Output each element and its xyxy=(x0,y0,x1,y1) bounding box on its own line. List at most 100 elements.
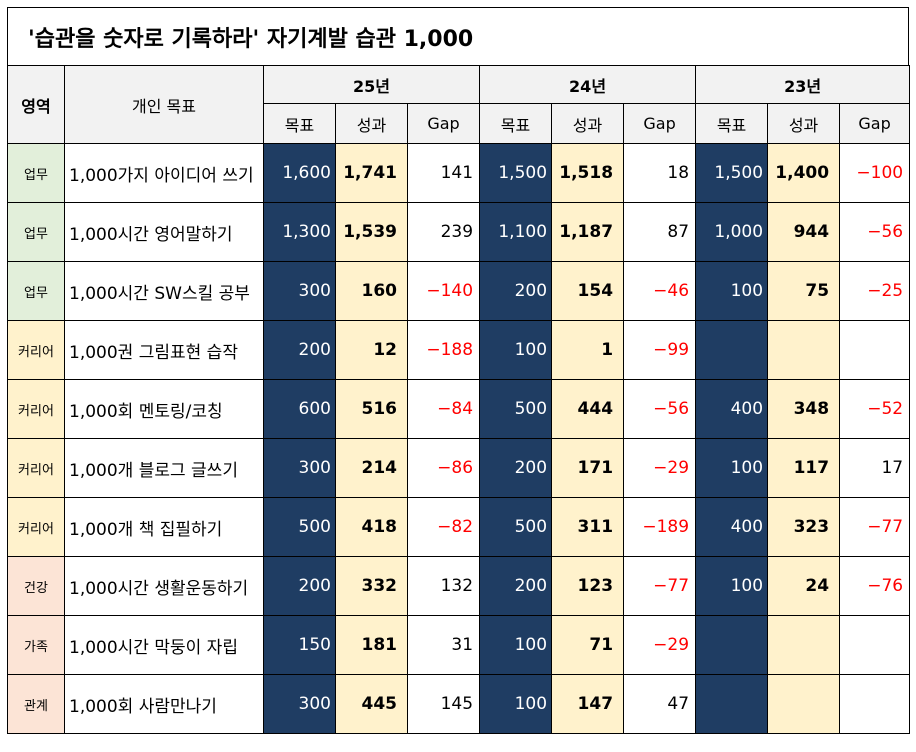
target-cell: 1,600 xyxy=(263,143,336,203)
result-cell: 332 xyxy=(335,556,408,616)
result-cell: 445 xyxy=(335,674,408,734)
target-cell: 100 xyxy=(695,556,769,616)
result-cell: 516 xyxy=(335,379,408,439)
result-cell: 444 xyxy=(551,379,625,439)
target-cell: 100 xyxy=(479,674,553,734)
target-cell: 500 xyxy=(479,379,553,439)
subheader-result: 성과 xyxy=(767,103,841,144)
goal-cell: 1,000시간 막둥이 자립 xyxy=(64,615,264,675)
table-row: 커리어 1,000개 책 집필하기 500 418 −82 500 311 −189 400 32… xyxy=(7,497,911,557)
target-cell xyxy=(695,615,769,675)
target-cell: 1,100 xyxy=(479,202,553,262)
target-cell: 100 xyxy=(695,438,769,498)
area-cell: 커리어 xyxy=(7,438,65,498)
gap-cell: −99 xyxy=(623,320,697,380)
subheader-result: 성과 xyxy=(551,103,625,144)
gap-cell: −188 xyxy=(406,320,481,380)
target-cell xyxy=(695,674,769,734)
result-cell: 418 xyxy=(335,497,408,557)
area-cell: 업무 xyxy=(7,143,65,203)
gap-cell: −77 xyxy=(839,497,911,557)
result-cell: 181 xyxy=(335,615,408,675)
area-cell: 가족 xyxy=(7,615,65,675)
result-cell: 117 xyxy=(767,438,841,498)
result-cell: 12 xyxy=(335,320,408,380)
goal-cell: 1,000시간 생활운동하기 xyxy=(64,556,264,616)
gap-cell: −82 xyxy=(406,497,481,557)
result-cell: 348 xyxy=(767,379,841,439)
gap-cell xyxy=(839,674,911,734)
header-year-25: 25년 xyxy=(262,65,481,104)
gap-cell: −56 xyxy=(623,379,697,439)
result-cell: 311 xyxy=(551,497,625,557)
subheader-result: 성과 xyxy=(335,103,408,144)
gap-cell: −100 xyxy=(839,143,911,203)
gap-cell: −77 xyxy=(623,556,697,616)
header-year-23: 23년 xyxy=(695,65,911,104)
spreadsheet: '습관을 숫자로 기록하라' 자기계발 습관 1,000 영역 개인 목표 25… xyxy=(7,7,911,734)
target-cell: 200 xyxy=(263,320,336,380)
table-row: 업무 1,000가지 아이디어 쓰기 1,600 1,741 141 1,500 1,518… xyxy=(7,143,911,203)
subheader-gap: Gap xyxy=(406,103,481,144)
target-cell: 1,500 xyxy=(479,143,553,203)
target-cell: 150 xyxy=(263,615,336,675)
habit-table: 영역 개인 목표 25년 24년 23년 목표 성과 Gap 목표 성과 Gap… xyxy=(7,65,911,734)
target-cell: 500 xyxy=(263,497,336,557)
goal-cell: 1,000개 책 집필하기 xyxy=(64,497,264,557)
goal-cell: 1,000개 블로그 글쓰기 xyxy=(64,438,264,498)
table-row: 가족 1,000시간 막둥이 자립 150 181 31 100 71 −29 xyxy=(7,615,911,675)
gap-cell: −56 xyxy=(839,202,911,262)
result-cell: 71 xyxy=(551,615,625,675)
target-cell: 200 xyxy=(479,261,553,321)
gap-cell: 145 xyxy=(406,674,481,734)
result-cell: 1,539 xyxy=(335,202,408,262)
area-cell: 업무 xyxy=(7,202,65,262)
table-row: 커리어 1,000회 멘토링/코칭 600 516 −84 500 444 −56 400 348… xyxy=(7,379,911,439)
gap-cell: −189 xyxy=(623,497,697,557)
target-cell: 300 xyxy=(263,261,336,321)
area-cell: 관계 xyxy=(7,674,65,734)
table-row: 업무 1,000시간 SW스킬 공부 300 160 −140 200 154 −46 100 7… xyxy=(7,261,911,321)
result-cell xyxy=(767,320,841,380)
gap-cell: 239 xyxy=(406,202,481,262)
gap-cell: −52 xyxy=(839,379,911,439)
target-cell: 200 xyxy=(263,556,336,616)
result-cell: 123 xyxy=(551,556,625,616)
area-cell: 커리어 xyxy=(7,497,65,557)
area-cell: 건강 xyxy=(7,556,65,616)
target-cell: 100 xyxy=(479,320,553,380)
gap-cell xyxy=(839,320,911,380)
target-cell: 300 xyxy=(263,674,336,734)
result-cell: 214 xyxy=(335,438,408,498)
gap-cell: −86 xyxy=(406,438,481,498)
sheet-title: '습관을 숫자로 기록하라' 자기계발 습관 1,000 xyxy=(7,7,909,65)
target-cell: 200 xyxy=(479,438,553,498)
table-body: 업무 1,000가지 아이디어 쓰기 1,600 1,741 141 1,500 1,518… xyxy=(7,143,911,734)
result-cell xyxy=(767,615,841,675)
table-row: 관계 1,000회 사람만나기 300 445 145 100 147 47 xyxy=(7,674,911,734)
result-cell: 154 xyxy=(551,261,625,321)
gap-cell: −140 xyxy=(406,261,481,321)
subheader-target: 목표 xyxy=(263,103,336,144)
gap-cell xyxy=(839,615,911,675)
table-row: 건강 1,000시간 생활운동하기 200 332 132 200 123 −77 100 24−… xyxy=(7,556,911,616)
target-cell: 1,000 xyxy=(695,202,769,262)
goal-cell: 1,000시간 영어말하기 xyxy=(64,202,264,262)
gap-cell: −46 xyxy=(623,261,697,321)
area-cell: 커리어 xyxy=(7,379,65,439)
result-cell: 1 xyxy=(551,320,625,380)
gap-cell: 47 xyxy=(623,674,697,734)
result-cell: 160 xyxy=(335,261,408,321)
target-cell: 100 xyxy=(695,261,769,321)
target-cell: 1,500 xyxy=(695,143,769,203)
table-row: 업무 1,000시간 영어말하기 1,300 1,539 239 1,100 1,187 87… xyxy=(7,202,911,262)
goal-cell: 1,000가지 아이디어 쓰기 xyxy=(64,143,264,203)
result-cell: 1,400 xyxy=(767,143,841,203)
header-area: 영역 xyxy=(7,65,65,144)
header-goal: 개인 목표 xyxy=(64,65,264,144)
target-cell: 500 xyxy=(479,497,553,557)
goal-cell: 1,000권 그림표현 습작 xyxy=(64,320,264,380)
subheader-target: 목표 xyxy=(695,103,769,144)
gap-cell: 141 xyxy=(406,143,481,203)
header-year-24: 24년 xyxy=(479,65,697,104)
